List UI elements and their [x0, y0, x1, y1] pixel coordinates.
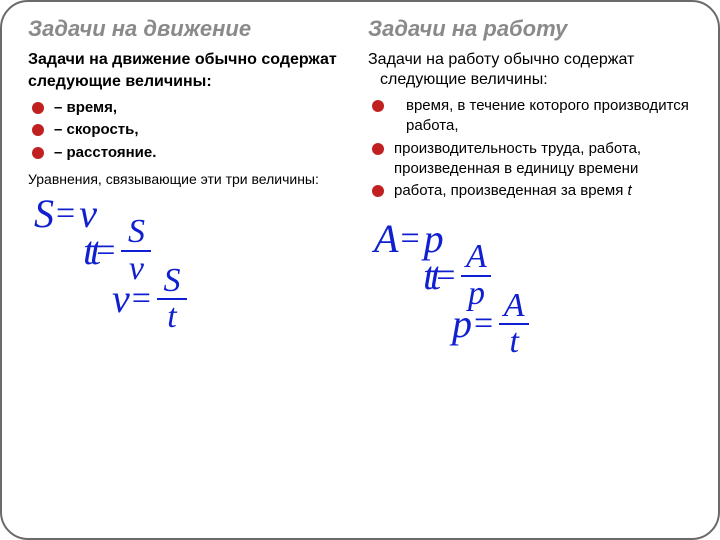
eq2-lhs-overlap: t t: [430, 256, 434, 296]
left-intro-2: следующие величины:: [28, 72, 360, 92]
eq3-num: A: [504, 290, 525, 322]
list-item: – скорость,: [54, 120, 360, 140]
eq1-lhs: S: [34, 194, 54, 234]
eq2-frac: A p: [461, 241, 491, 310]
left-bullets: – время, – скорость, – расстояние.: [28, 96, 360, 165]
eq2-num: S: [128, 216, 145, 248]
eq2-eq: =: [96, 234, 115, 268]
list-item-ital: t: [623, 182, 631, 199]
list-item-text: работа, произведенная за время: [394, 182, 623, 199]
eq2-eq: =: [436, 259, 455, 293]
eq1-lhs: A: [374, 219, 398, 259]
left-column: Задачи на движение Задачи на движение об…: [28, 16, 360, 528]
left-intro-1: Задачи на движение обычно содержат: [28, 50, 360, 70]
eq3-lhs: p: [452, 304, 472, 344]
eq1-eq: =: [56, 197, 75, 231]
left-title: Задачи на движение: [28, 16, 360, 42]
eq3-num: S: [163, 265, 180, 297]
eq3-frac: A t: [499, 290, 529, 359]
eq3-eq: =: [474, 307, 493, 341]
eq3-den: t: [509, 326, 518, 358]
eq3-frac: S t: [157, 265, 187, 334]
eq2-frac: S v: [121, 216, 151, 285]
right-formulae: A = p t t = A p p = A: [368, 219, 700, 358]
list-item: время, в течение которого производится р…: [394, 96, 700, 137]
right-intro: Задачи на работу обычно содержат следующ…: [368, 50, 700, 90]
eq1-eq: =: [400, 222, 419, 256]
eq3-eq: =: [132, 282, 151, 316]
eq3-den: t: [167, 301, 176, 333]
right-column: Задачи на работу Задачи на работу обычно…: [368, 16, 700, 528]
list-item: – расстояние.: [54, 143, 360, 163]
list-item: производительность труда, работа, произв…: [394, 139, 700, 180]
eq2-num: A: [466, 241, 487, 273]
right-bullets: время, в течение которого производится р…: [368, 94, 700, 203]
eq3-lhs: v: [112, 279, 130, 319]
slide-frame: Задачи на движение Задачи на движение об…: [0, 0, 720, 540]
eq2-lhs2: t: [83, 231, 94, 271]
eq2-lhs-overlap: t t: [90, 231, 94, 271]
list-item: работа, произведенная за время t: [394, 181, 700, 201]
right-title: Задачи на работу: [368, 16, 700, 42]
list-item: – время,: [54, 98, 360, 118]
eq2-lhs2: t: [423, 256, 434, 296]
left-eqnote: Уравнения, связывающие эти три величины:: [28, 171, 360, 189]
left-formulae: S = v t t = S v v = S: [28, 194, 360, 333]
